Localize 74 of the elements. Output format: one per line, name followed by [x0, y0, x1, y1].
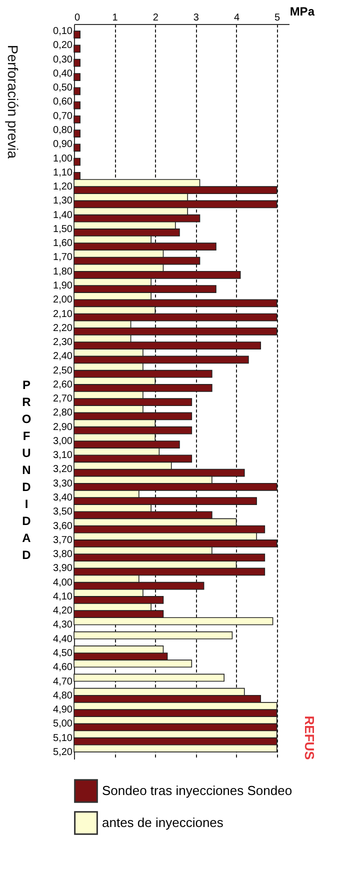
text: REFUS — [302, 716, 317, 760]
y-tick-label: 4,10 — [53, 591, 73, 602]
y-tick-label: 0,40 — [53, 68, 73, 80]
y-tick-label: 3,70 — [53, 534, 73, 546]
y-tick-label: 2,10 — [53, 308, 73, 320]
y-tick-label: 4,30 — [53, 620, 73, 631]
legend-label: antes de inyecciones — [102, 815, 224, 830]
y-tick-label: 3,60 — [53, 520, 73, 532]
y-tick-label: 3,10 — [53, 450, 73, 462]
x-tick-label: 3 — [193, 12, 200, 24]
y-tick-label: 0,10 — [53, 26, 73, 38]
y-tick-label: 1,70 — [53, 252, 73, 264]
y-tick-label: 2,00 — [53, 294, 73, 306]
y-tick-label: 0,20 — [53, 40, 73, 52]
y-tick-label: 1,90 — [53, 280, 73, 292]
y-tick-label: 3,30 — [53, 478, 73, 490]
y-tick-label: 4,70 — [53, 676, 73, 688]
y-tick-label: 2,60 — [53, 379, 73, 390]
y-tick-label: 3,50 — [53, 506, 73, 518]
y-tick-label: 3,80 — [53, 549, 73, 560]
y-tick-label: 0,80 — [53, 125, 73, 136]
bar — [74, 44, 80, 53]
y-tick-label: 4,90 — [53, 704, 73, 716]
y-tick-label: 4,60 — [53, 662, 73, 674]
y-tick-label: 1,10 — [53, 167, 73, 178]
y-tick-label: 2,90 — [53, 422, 73, 433]
y-tick-label: 3,00 — [53, 436, 73, 447]
y-tick-label: 3,40 — [53, 492, 73, 504]
x-tick-label: 5 — [274, 12, 281, 24]
y-tick-label: 3,20 — [53, 464, 73, 476]
bar — [74, 73, 80, 81]
x-tick-label: 1 — [112, 12, 118, 24]
text: PROFUNDIDAD — [22, 378, 32, 562]
x-tick-label: 4 — [234, 12, 240, 24]
y-tick-label: 4,00 — [53, 577, 73, 588]
bar — [74, 144, 80, 152]
y-tick-label: 1,00 — [53, 153, 73, 164]
y-tick-label: 4,40 — [53, 634, 73, 645]
bar — [74, 130, 80, 138]
y-tick-label: 3,90 — [53, 563, 73, 574]
legend-label: Sondeo tras inyecciones Sondeo — [102, 783, 292, 798]
bar — [74, 158, 80, 166]
y-tick-label: 2,50 — [53, 365, 73, 376]
bar — [74, 87, 80, 96]
y-tick-label: 5,00 — [53, 718, 73, 730]
y-tick-label: 5,10 — [53, 732, 73, 744]
y-tick-label: 4,80 — [53, 690, 73, 702]
y-tick-label: 1,60 — [53, 238, 73, 250]
y-tick-label: 1,30 — [53, 196, 73, 207]
y-tick-label: 1,40 — [53, 210, 73, 221]
text: Perforación previa — [5, 44, 21, 159]
bar — [74, 58, 80, 67]
x-axis-title: MPa — [290, 4, 315, 18]
y-tick-label: 2,80 — [53, 408, 73, 419]
bar — [74, 115, 80, 124]
y-tick-label: 4,50 — [53, 648, 73, 659]
y-tick-label: 4,20 — [53, 606, 73, 617]
y-tick-label: 1,20 — [53, 182, 73, 193]
y-tick-label: 1,50 — [53, 224, 73, 235]
y-tick-label: 2,20 — [53, 322, 73, 334]
y-tick-label: 0,60 — [53, 96, 73, 108]
y-tick-label: 0,50 — [53, 82, 73, 94]
x-tick-label: 0 — [74, 12, 80, 24]
y-tick-label: 2,40 — [53, 351, 73, 362]
bar — [74, 30, 80, 39]
x-tick-label: 2 — [152, 12, 159, 24]
y-tick-label: 0,90 — [53, 139, 73, 150]
y-tick-label: 0,30 — [53, 54, 73, 66]
y-tick-label: 1,80 — [53, 266, 73, 278]
y-tick-label: 2,70 — [53, 394, 73, 405]
y-tick-label: 5,20 — [53, 746, 73, 758]
y-tick-label: 0,70 — [53, 110, 73, 122]
y-tick-label: 2,30 — [53, 337, 73, 348]
bar — [74, 101, 80, 110]
